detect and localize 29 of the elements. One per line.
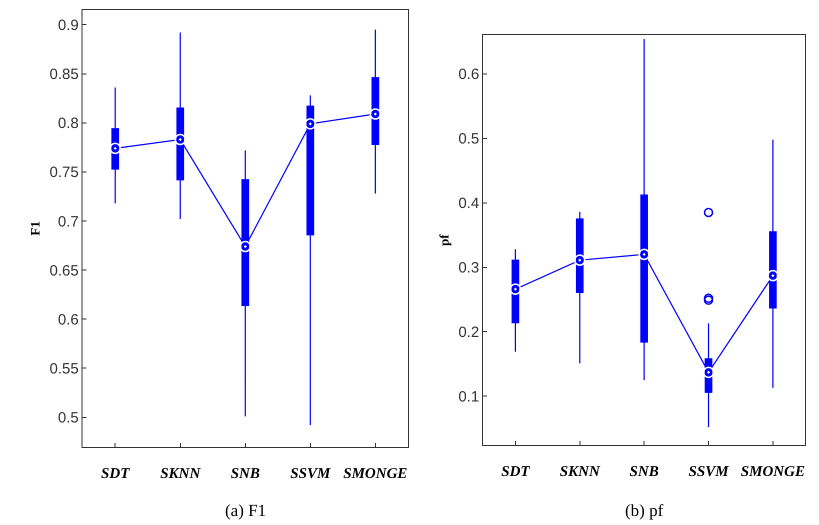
x-tick-label: SMONGE (343, 466, 408, 482)
text: (a) F1 (225, 501, 266, 520)
x-tick-label: SDT (501, 464, 530, 480)
y-axis-title: pf (436, 234, 452, 246)
y-tick-label: 0.85 (50, 66, 79, 84)
y-tick-label: 0.4 (458, 195, 480, 212)
y-tick-label: 0.5 (458, 130, 480, 148)
x-tick-label: SSVM (688, 464, 730, 480)
x-tick-label: SMONGE (740, 464, 805, 480)
y-tick-label: 0.6 (458, 66, 480, 84)
text: (b) pf (625, 501, 664, 520)
y-tick-label: 0.6 (58, 311, 79, 328)
x-tick-label: SDT (101, 466, 130, 482)
y-tick-label: 0.65 (50, 262, 79, 280)
y-tick-label: 0.5 (58, 410, 79, 427)
x-tick-label: SKNN (160, 466, 202, 482)
y-tick-label: 0.9 (58, 16, 79, 34)
x-tick-label: SNB (230, 466, 260, 482)
y-tick-label: 0.2 (458, 324, 480, 341)
y-tick-label: 0.1 (458, 388, 480, 406)
y-tick-label: 0.75 (50, 164, 79, 182)
x-tick-label: SSVM (290, 466, 331, 482)
y-axis-title: F1 (27, 221, 42, 236)
y-tick-label: 0.3 (458, 260, 480, 277)
x-tick-label: SKNN (560, 464, 601, 480)
y-tick-label: 0.7 (58, 213, 79, 230)
y-tick-label: 0.8 (58, 115, 79, 132)
y-tick-label: 0.55 (50, 360, 79, 378)
x-tick-label: SNB (630, 464, 659, 480)
